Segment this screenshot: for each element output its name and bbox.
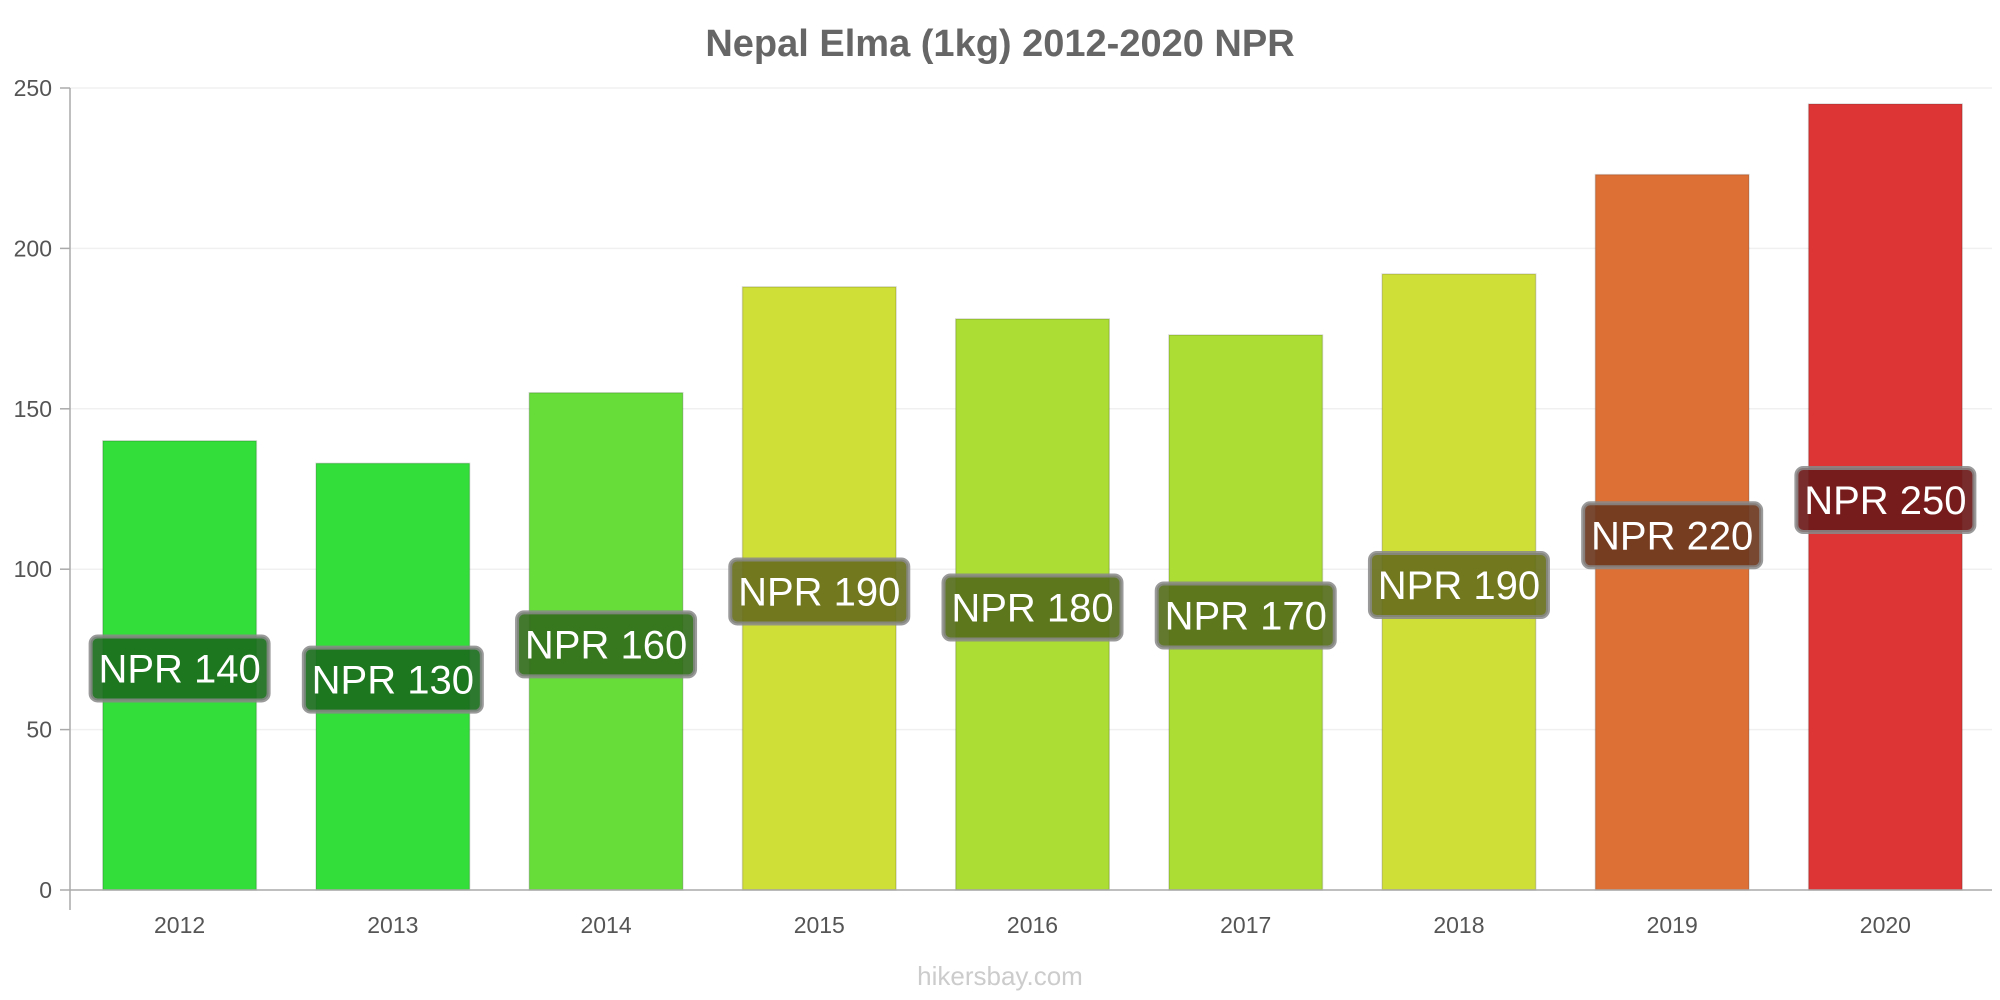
data-label: NPR 130 [312,659,474,703]
x-tick-label: 2018 [1433,912,1484,938]
chart-title: Nepal Elma (1kg) 2012-2020 NPR [705,23,1294,65]
y-tick-label: 0 [39,877,52,903]
data-label-box [515,610,698,679]
data-label: NPR 170 [1165,595,1327,639]
y-tick-label: 250 [14,75,52,101]
data-label: NPR 180 [951,586,1113,630]
x-tick-label: 2012 [154,912,205,938]
y-tick-label: 50 [26,717,52,743]
x-tick-label: 2014 [580,912,631,938]
data-label-box [1367,551,1550,620]
y-tick-label: 200 [14,235,52,261]
data-label-box [941,573,1124,642]
watermark: hikersbay.com [917,961,1083,991]
x-tick-label: 2020 [1860,912,1911,938]
x-tick-label: 2015 [794,912,845,938]
x-tick-label: 2016 [1007,912,1058,938]
data-label-box [301,645,484,714]
x-tick-label: 2017 [1220,912,1271,938]
x-tick-label: 2019 [1647,912,1698,938]
data-label-box [1581,501,1764,570]
x-tick-label: 2013 [367,912,418,938]
data-label-box [1154,581,1337,650]
data-label-box [728,557,911,626]
data-label: NPR 160 [525,623,687,667]
axes: 0 50 100 150 200 250 2012 2013 2014 2015 2016 2017 2… [14,75,1992,938]
data-label: NPR 190 [738,570,900,614]
data-label: NPR 220 [1591,514,1753,558]
data-label-box [88,634,271,703]
y-tick-label: 100 [14,556,52,582]
data-label-box [1794,466,1977,535]
data-label: NPR 140 [98,647,260,691]
bars [102,103,1963,891]
y-tick-label: 150 [14,396,52,422]
data-label: NPR 250 [1804,479,1966,523]
data-label: NPR 190 [1378,564,1540,608]
data-labels: NPR 140 NPR 130 NPR 160 NPR 190 NPR 180 NPR 1… [88,466,1977,714]
